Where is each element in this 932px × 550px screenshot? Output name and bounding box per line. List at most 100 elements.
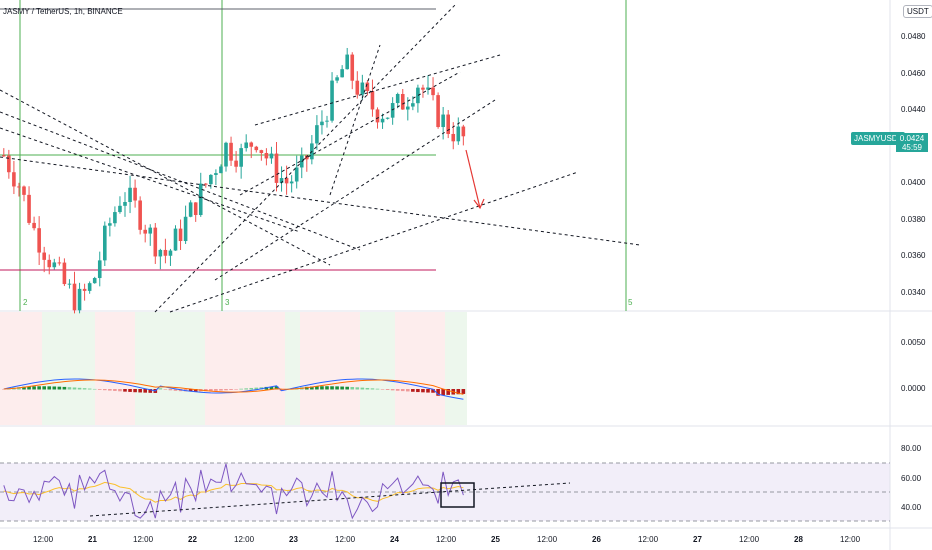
price-tick: 0.0380 (901, 215, 926, 224)
candle-body (108, 223, 112, 226)
candle-body (365, 82, 370, 92)
time-tick: 22 (188, 535, 197, 544)
candle-body (390, 103, 395, 118)
rsi-ma-line (3, 481, 464, 503)
marker-label-3: 3 (225, 298, 230, 307)
macd-bar (22, 386, 26, 390)
rsi-trendline[interactable] (89, 482, 571, 517)
macd-band (360, 312, 395, 425)
candle-body (148, 227, 153, 234)
marker-label-5: 5 (628, 298, 633, 307)
time-tick: 12:00 (537, 535, 558, 544)
macd-band (42, 312, 95, 425)
macd-bar (209, 389, 213, 392)
macd-bar (340, 386, 344, 390)
macd-bar (224, 389, 228, 391)
macd-bar (411, 389, 415, 392)
rsi-highlight-box[interactable] (440, 482, 475, 508)
macd-bar (87, 388, 92, 390)
candle-body (143, 229, 147, 234)
time-tick: 12:00 (133, 535, 154, 544)
trendline (0, 111, 361, 251)
macd-bar (2, 389, 6, 390)
macd-band (300, 312, 360, 425)
macd-bar (254, 387, 259, 390)
candle-body (57, 262, 62, 264)
macd-bar (148, 389, 153, 393)
time-tick: 25 (491, 535, 500, 544)
candle-body (138, 200, 142, 230)
macd-bar (395, 389, 400, 391)
candle-body (103, 225, 107, 261)
candle-body (188, 202, 193, 217)
macd-bar (234, 389, 238, 390)
macd-bar (42, 386, 46, 390)
macd-band (95, 312, 135, 425)
macd-bar (320, 386, 324, 390)
candle-body (259, 150, 264, 154)
macd-band (0, 312, 42, 425)
candle-body (380, 118, 385, 123)
macd-bar (168, 389, 173, 391)
macd-bar (92, 388, 97, 390)
macd-bar (380, 389, 385, 390)
candle-body (133, 187, 137, 201)
candle-body (249, 142, 254, 147)
candle-body (178, 228, 183, 242)
candle-body (234, 160, 238, 167)
macd-bar (108, 389, 112, 391)
candle-body (254, 146, 259, 151)
candle-body (123, 202, 127, 206)
candle-body (239, 148, 243, 167)
candle-body (92, 278, 97, 284)
time-tick: 26 (592, 535, 601, 544)
macd-bar (32, 386, 36, 390)
macd-bar (113, 389, 117, 391)
candle-body (360, 82, 365, 95)
price-tick: 0.0480 (901, 32, 926, 41)
candle-body (27, 194, 31, 223)
candle-body (244, 142, 248, 149)
macd-band (205, 312, 285, 425)
candle-body (426, 87, 430, 90)
macd-band (395, 312, 445, 425)
rsi-tick: 40.00 (901, 503, 922, 512)
trendline (214, 99, 496, 281)
candle-body (289, 181, 294, 184)
candle-body (72, 283, 77, 311)
projection-arrow[interactable] (465, 149, 485, 210)
macd-bar (133, 389, 137, 393)
macd-tick: 0.0050 (901, 338, 926, 347)
candle-body (2, 155, 6, 157)
macd-bar (421, 389, 425, 393)
candle-body (47, 259, 52, 268)
candle-body (42, 252, 46, 260)
macd-bar (219, 389, 223, 391)
trendline (239, 71, 461, 196)
macd-bar (103, 389, 107, 391)
macd-bar (365, 387, 370, 390)
time-tick: 28 (794, 535, 803, 544)
candle-body (82, 288, 87, 291)
candle-body (198, 183, 203, 216)
candle-body (441, 114, 445, 128)
rsi-tick: 60.00 (901, 474, 922, 483)
current-price: 0.0424 (899, 134, 925, 143)
macd-bar (229, 389, 233, 390)
candle-body (446, 114, 450, 134)
currency-unit-button[interactable]: USDT (903, 5, 932, 18)
bar-countdown: 45:59 (901, 143, 923, 152)
candle-body (305, 155, 309, 160)
macd-bar (82, 388, 87, 390)
macd-bar (193, 389, 198, 392)
macd-bar (461, 389, 466, 394)
macd-signal-line (3, 379, 464, 395)
candle-body (294, 167, 299, 182)
time-tick: 12:00 (840, 535, 861, 544)
macd-bar (436, 389, 440, 396)
macd-bar (345, 386, 349, 390)
time-tick: 12:00 (436, 535, 457, 544)
trendlines[interactable] (0, 4, 641, 313)
price-tick: 0.0400 (901, 178, 926, 187)
